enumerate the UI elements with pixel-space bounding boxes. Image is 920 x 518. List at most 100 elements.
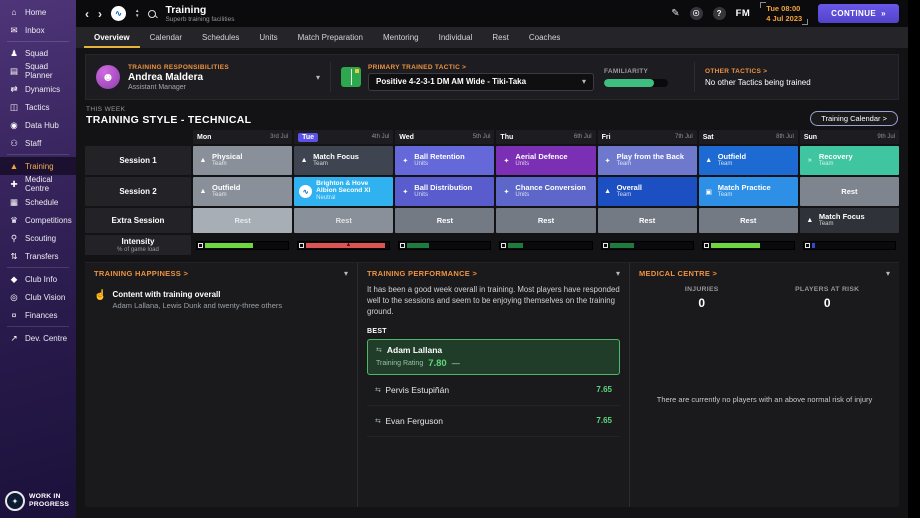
session-cell[interactable]: ▲ Physical Team bbox=[193, 146, 293, 175]
rating-value: 7.80 bbox=[428, 357, 447, 369]
sidebar-item-competitions[interactable]: ♛ Competitions bbox=[10, 214, 72, 225]
sidebar: ⌂ Home ✉ Inbox ♟ Squad ▤ Squad Planner ⇄ Dyna… bbox=[0, 0, 76, 518]
reorder-icon[interactable]: ▲ ▼ bbox=[135, 8, 140, 18]
cone-icon: ▲ bbox=[199, 188, 207, 195]
data-hub-icon: ◉ bbox=[10, 119, 18, 130]
players-at-risk-label: PLAYERS AT RISK bbox=[795, 286, 860, 293]
player-rating-row[interactable]: ⇆ Evan Ferguson 7.65 bbox=[367, 406, 620, 437]
day-header-tue-current[interactable]: Tue 4th Jul bbox=[294, 130, 394, 144]
tab-match-preparation[interactable]: Match Preparation bbox=[297, 33, 364, 42]
fmfc-icon[interactable]: ☉ bbox=[689, 7, 703, 20]
sidebar-item-home[interactable]: ⌂ Home bbox=[0, 3, 76, 21]
session-cell[interactable]: ▲ Outfield Team bbox=[698, 146, 798, 175]
day-header-sat[interactable]: Sat 8th Jul bbox=[698, 130, 798, 144]
sidebar-item-squad-planner[interactable]: ▤ Squad Planner bbox=[9, 62, 53, 80]
training-calendar-button[interactable]: Training Calendar > bbox=[810, 111, 898, 126]
sidebar-item-inbox[interactable]: ✉ Inbox bbox=[10, 24, 45, 35]
tab-units[interactable]: Units bbox=[259, 33, 278, 42]
sidebar-item-medical-centre[interactable]: ✚ Medical Centre bbox=[10, 175, 53, 193]
session-cell[interactable]: » Recovery Team bbox=[799, 146, 899, 175]
tab-calendar[interactable]: Calendar bbox=[149, 33, 183, 42]
session-cell[interactable]: ▲ Match Focus Team bbox=[799, 208, 899, 233]
brighton-badge-icon: ∿ bbox=[299, 185, 313, 198]
player-rating-row[interactable]: ⇆ Pervis Estupiñán 7.65 bbox=[367, 375, 620, 406]
medical-centre-header[interactable]: MEDICAL CENTRE > bbox=[639, 269, 718, 278]
collapse-chevron-icon[interactable]: ▾ bbox=[885, 269, 890, 278]
finances-icon: ¤ bbox=[11, 310, 17, 320]
intensity-bar bbox=[398, 240, 492, 250]
day-header-sun[interactable]: Sun 9th Jul bbox=[799, 130, 899, 144]
sidebar-item-transfers[interactable]: ⇅ Transfers bbox=[10, 250, 59, 261]
sidebar-item-club-info[interactable]: ◆ Club Info bbox=[10, 273, 58, 284]
rest-cell[interactable]: Rest bbox=[193, 208, 293, 233]
staff-icon: ⚇ bbox=[10, 137, 18, 148]
session-cell[interactable]: ✦ Ball Distribution Units bbox=[395, 177, 495, 206]
tab-overview[interactable]: Overview bbox=[84, 27, 140, 48]
happiness-item[interactable]: ☝ Content with training overall Adam Lal… bbox=[94, 290, 348, 310]
drill-icon: ✦ bbox=[402, 157, 409, 165]
sidebar-item-scouting[interactable]: ⚲ Scouting bbox=[10, 232, 57, 243]
sidebar-item-staff[interactable]: ⚇ Staff bbox=[10, 137, 42, 148]
back-button[interactable]: ‹ bbox=[85, 6, 89, 21]
chevron-down-icon: ▾ bbox=[581, 77, 586, 86]
responsibilities-row: ☻ TRAINING RESPONSIBILITIES Andrea Malde… bbox=[85, 54, 899, 100]
other-tactics-label[interactable]: OTHER TACTICS > bbox=[705, 67, 768, 75]
rest-cell[interactable]: Rest bbox=[698, 208, 798, 233]
day-header-fri[interactable]: Fri 7th Jul bbox=[597, 130, 697, 144]
best-player-card[interactable]: ⇆ Adam Lallana Training Rating 7.80 — bbox=[367, 338, 620, 375]
rest-cell[interactable]: Rest bbox=[395, 208, 495, 233]
primary-tactic-label[interactable]: PRIMARY TRAINED TACTIC > bbox=[368, 63, 467, 71]
rest-cell[interactable]: Rest bbox=[294, 208, 394, 233]
session-cell[interactable]: ▲ Overall Team bbox=[597, 177, 697, 206]
tab-mentoring[interactable]: Mentoring bbox=[383, 33, 419, 42]
collapse-chevron-icon[interactable]: ▾ bbox=[343, 269, 348, 278]
session-cell[interactable]: ✦ Play from the Back Team bbox=[597, 146, 697, 175]
edit-icon[interactable]: ✎ bbox=[671, 8, 680, 19]
sidebar-divider bbox=[7, 326, 69, 327]
rest-cell[interactable]: Rest bbox=[799, 177, 899, 206]
happiness-players: Adam Lallana, Lewis Dunk and twenty-thre… bbox=[112, 301, 283, 310]
session-cell[interactable]: ✦ Aerial Defence Units bbox=[496, 146, 596, 175]
continue-button[interactable]: CONTINUE» bbox=[818, 4, 899, 23]
tab-rest[interactable]: Rest bbox=[492, 33, 509, 42]
session-cell[interactable]: ▲ Match Focus Team bbox=[294, 146, 394, 175]
sidebar-item-tactics[interactable]: ◫ Tactics bbox=[9, 101, 50, 112]
day-header-thu[interactable]: Thu 6th Jul bbox=[496, 130, 596, 144]
rest-cell[interactable]: Rest bbox=[496, 208, 596, 233]
primary-tactic-select[interactable]: Positive 4-2-3-1 DM AM Wide - Tiki-Taka … bbox=[368, 72, 594, 91]
training-happiness-header[interactable]: TRAINING HAPPINESS > bbox=[94, 269, 189, 278]
sidebar-item-data-hub[interactable]: ◉ Data Hub bbox=[10, 119, 59, 130]
rest-cell[interactable]: Rest bbox=[597, 208, 697, 233]
sidebar-item-club-vision[interactable]: ◎ Club Vision bbox=[10, 291, 66, 302]
collapse-chevron-icon[interactable]: ▾ bbox=[615, 269, 620, 278]
chevron-down-icon[interactable]: ▾ bbox=[315, 72, 320, 82]
training-responsibilities[interactable]: ☻ TRAINING RESPONSIBILITIES Andrea Malde… bbox=[96, 64, 320, 91]
sidebar-item-finances[interactable]: ¤ Finances bbox=[0, 306, 76, 324]
sidebar-item-squad[interactable]: ♟ Squad bbox=[10, 47, 49, 58]
fm-logo[interactable]: FM bbox=[735, 8, 751, 19]
sidebar-item-training[interactable]: ▲ Training bbox=[0, 157, 76, 175]
happiness-text: Content with training overall Adam Lalla… bbox=[112, 290, 282, 310]
session-cell[interactable]: ▣ Match Practice Team bbox=[698, 177, 798, 206]
tab-schedules[interactable]: Schedules bbox=[202, 33, 240, 42]
training-performance-header[interactable]: TRAINING PERFORMANCE > bbox=[367, 269, 478, 278]
sidebar-item-dev-centre[interactable]: ↗ Dev. Centre bbox=[10, 332, 68, 343]
tab-individual[interactable]: Individual bbox=[438, 33, 473, 42]
forward-button[interactable]: › bbox=[98, 6, 102, 21]
intensity-cell bbox=[395, 235, 494, 255]
sidebar-item-dynamics[interactable]: ⇄ Dynamics bbox=[10, 83, 61, 94]
club-badge-icon[interactable]: ∿ bbox=[111, 6, 126, 21]
shield-icon: ◆ bbox=[10, 273, 18, 284]
friendly-match-cell[interactable]: ∿ Brighton & Hove Albion Second XI Neutral bbox=[294, 177, 394, 206]
session-cell[interactable]: ✦ Chance Conversion Units bbox=[496, 177, 596, 206]
day-header-mon[interactable]: Mon 3rd Jul bbox=[193, 130, 293, 144]
day-header-wed[interactable]: Wed 5th Jul bbox=[395, 130, 495, 144]
session-cell[interactable]: ▲ Outfield Team bbox=[193, 177, 293, 206]
help-icon[interactable]: ? bbox=[712, 7, 726, 20]
week-title-block: THIS WEEK TRAINING STYLE - TECHNICAL bbox=[86, 106, 251, 126]
tab-coaches[interactable]: Coaches bbox=[528, 33, 561, 42]
session-cell[interactable]: ✦ Ball Retention Units bbox=[395, 146, 495, 175]
sidebar-item-schedule[interactable]: ▦ Schedule bbox=[9, 196, 59, 207]
player-icon: ⇆ bbox=[375, 417, 381, 425]
search-icon[interactable] bbox=[148, 9, 157, 18]
